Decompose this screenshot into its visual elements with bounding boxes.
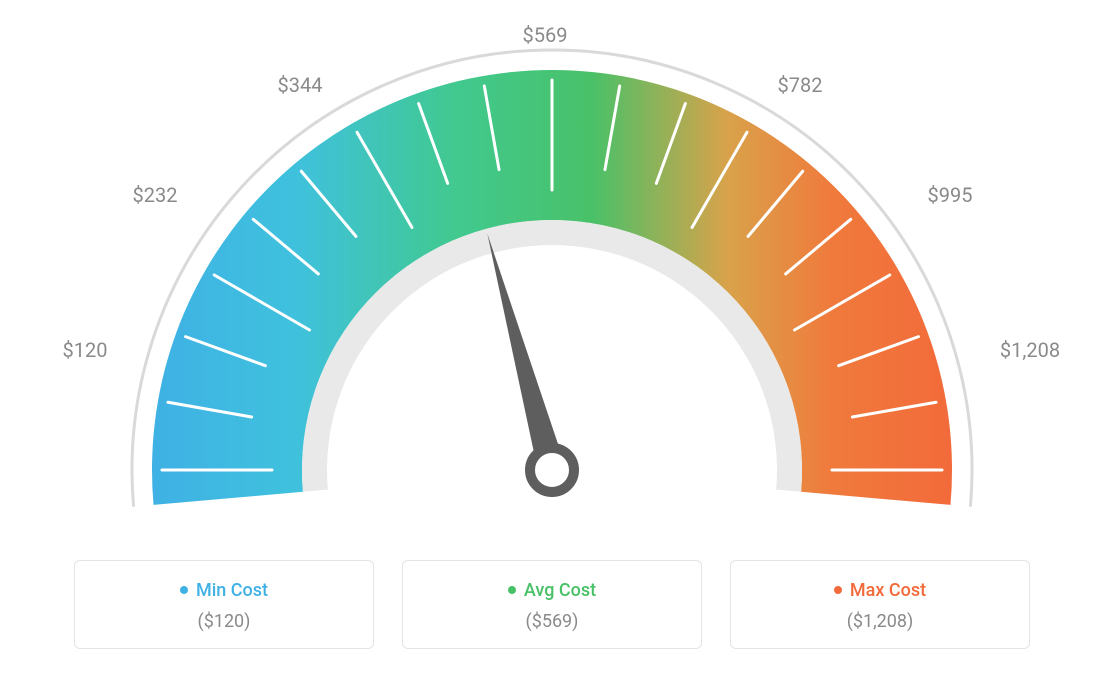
gauge-needle	[487, 234, 574, 492]
legend-min-label: Min Cost	[180, 580, 268, 601]
gauge-chart: $120 $232 $344 $569 $782 $995 $1,208	[0, 0, 1104, 560]
legend-max-label: Max Cost	[834, 580, 926, 601]
gauge-group	[132, 50, 972, 507]
tick-label: $995	[928, 183, 973, 207]
tick-label: $782	[778, 73, 823, 97]
legend-avg-card: Avg Cost ($569)	[402, 560, 702, 649]
tick-label: $569	[523, 23, 568, 47]
legend-avg-value: ($569)	[403, 611, 701, 632]
tick-label: $232	[133, 183, 178, 207]
tick-label: $120	[63, 338, 108, 362]
legend-max-card: Max Cost ($1,208)	[730, 560, 1030, 649]
legend-max-text: Max Cost	[850, 580, 926, 601]
legend-min-text: Min Cost	[196, 580, 268, 601]
gauge-svg	[22, 0, 1082, 560]
legend-avg-text: Avg Cost	[524, 580, 596, 601]
legend-row: Min Cost ($120) Avg Cost ($569) Max Cost…	[0, 560, 1104, 669]
legend-min-value: ($120)	[75, 611, 373, 632]
tick-label: $1,208	[1000, 338, 1060, 362]
legend-avg-label: Avg Cost	[508, 580, 596, 601]
tick-label: $344	[278, 73, 323, 97]
legend-max-value: ($1,208)	[731, 611, 1029, 632]
legend-min-card: Min Cost ($120)	[74, 560, 374, 649]
